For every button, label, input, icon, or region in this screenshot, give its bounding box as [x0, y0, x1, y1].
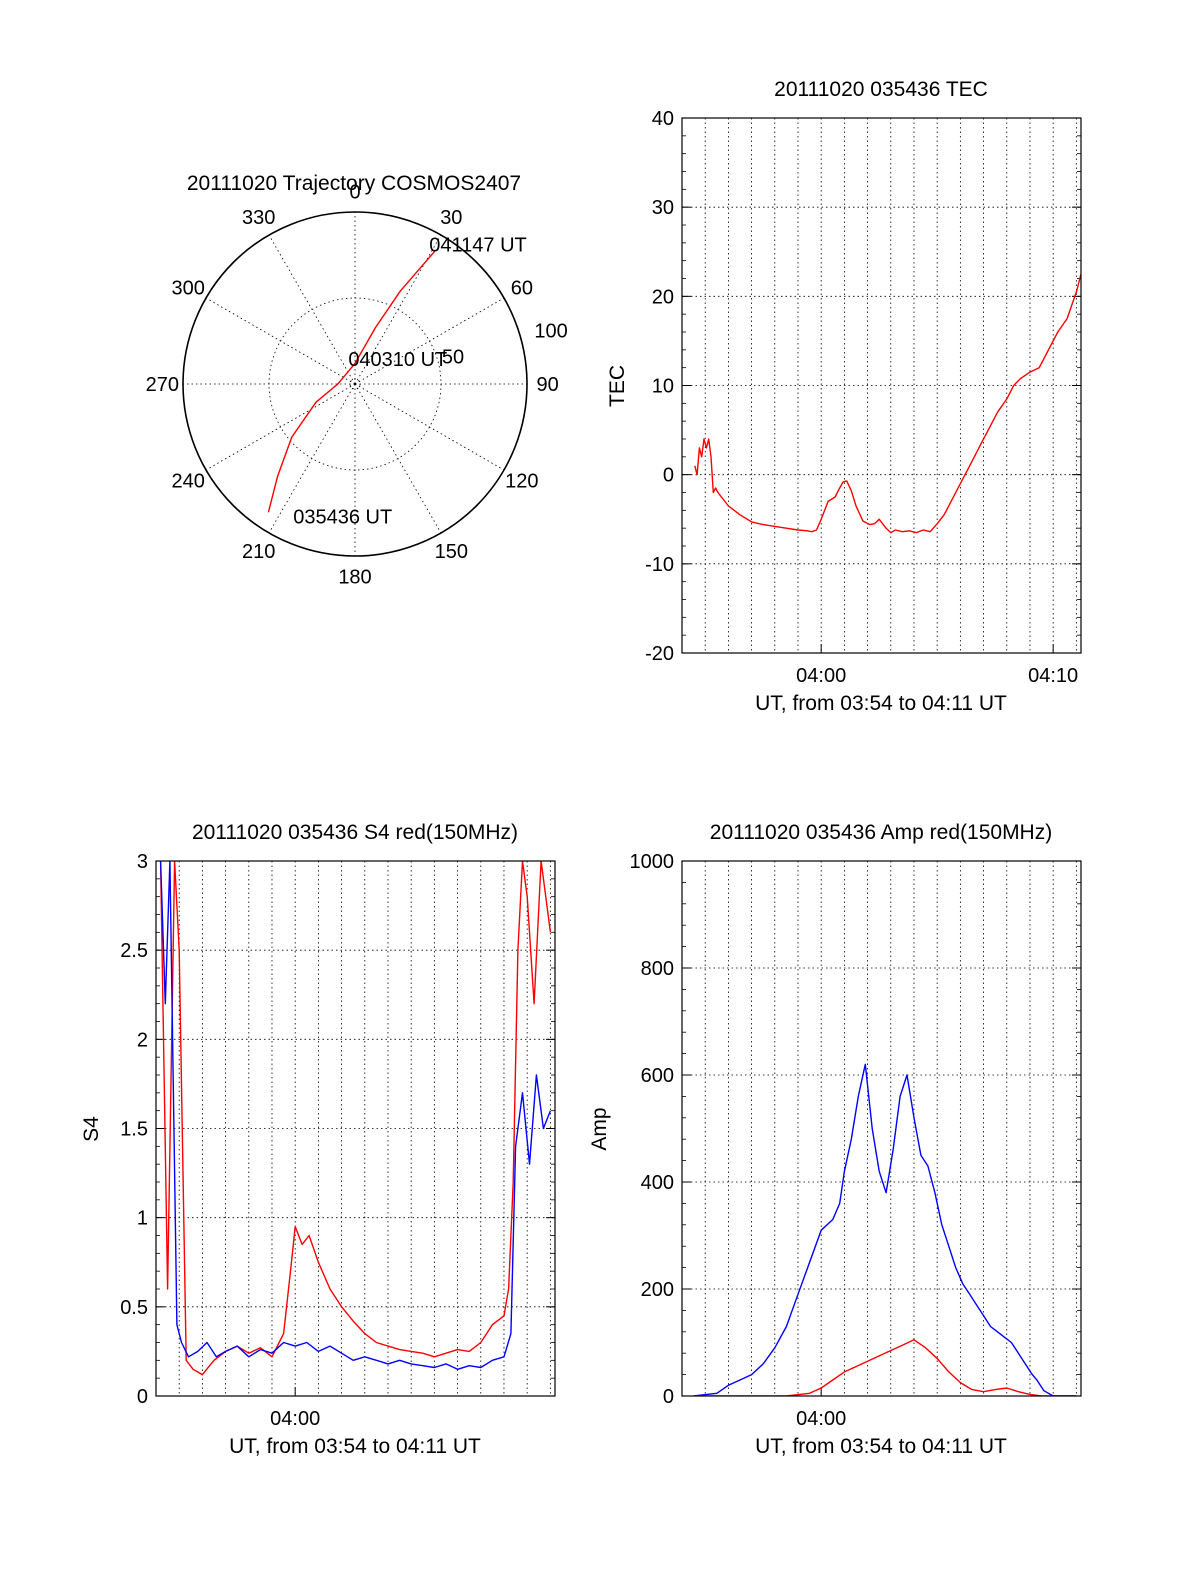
tec-xtick-label-1: 04:10 [1028, 665, 1078, 687]
s4-series-0-line [159, 861, 552, 1376]
amp-ytick-label-5: 1000 [630, 851, 675, 873]
polar-angle-label-4: 120 [505, 470, 538, 492]
amp-ytick-label-3: 600 [641, 1065, 674, 1087]
polar-annotation-2: 035436 UT [293, 507, 392, 529]
amp-panel: 20111020 035436 Amp red(150MHz) UT, from… [588, 821, 1082, 1458]
polar-spoke-11 [268, 234, 356, 385]
polar-spoke-8 [205, 383, 356, 471]
polar-angle-label-11: 330 [242, 207, 275, 229]
amp-plot-frame [681, 860, 1082, 1397]
polar-annotation-0: 041147 UT [429, 234, 526, 256]
tec-series-0-line [694, 273, 1081, 534]
trajectory-panel: 20111020 Trajectory COSMOS2407 0 30 60 90 12… [146, 172, 568, 589]
amp-ytick-label-0: 0 [663, 1386, 674, 1408]
amp-ytick-label-4: 800 [641, 958, 674, 980]
s4-ytick-label-1: 0.5 [120, 1297, 148, 1319]
s4-ylabel: S4 [80, 1116, 103, 1142]
s4-ytick-label-5: 2.5 [120, 940, 148, 962]
tec-ytick-label-0: -20 [645, 643, 674, 665]
polar-angle-label-2: 60 [511, 278, 533, 300]
trajectory-title: 20111020 Trajectory COSMOS2407 [187, 172, 521, 195]
amp-xlabel: UT, from 03:54 to 04:11 UT [755, 1435, 1007, 1458]
tec-ytick-label-2: 0 [663, 465, 674, 487]
tec-ytick-label-5: 30 [652, 197, 674, 219]
polar-radius-label-1: 100 [534, 320, 567, 342]
polar-angle-label-5: 150 [435, 541, 468, 563]
amp-xtick-label-0: 04:00 [796, 1408, 846, 1430]
s4-xtick-label-0: 04:00 [270, 1408, 320, 1430]
tec-ylabel: TEC [606, 365, 629, 407]
tec-plot-frame [681, 117, 1082, 654]
s4-ytick-label-2: 1 [137, 1208, 148, 1230]
amp-series-1-line [693, 1339, 1077, 1396]
polar-annotation-1: 040310 UT [348, 349, 447, 371]
s4-ytick-label-0: 0 [137, 1386, 148, 1408]
polar-spoke-5 [354, 383, 442, 534]
tec-ytick-label-4: 20 [652, 286, 674, 308]
tec-panel: 20111020 035436 TEC UT, from 03:54 to 04… [606, 78, 1082, 715]
polar-angle-label-3: 90 [537, 374, 559, 396]
polar-angle-label-6: 180 [338, 567, 371, 589]
amp-ytick-label-2: 400 [641, 1172, 674, 1194]
polar-track-line [267, 250, 436, 513]
polar-angle-label-8: 240 [171, 470, 204, 492]
polar-angle-label-0: 0 [349, 181, 360, 203]
s4-ytick-label-4: 2 [137, 1029, 148, 1051]
tec-xlabel: UT, from 03:54 to 04:11 UT [755, 692, 1007, 715]
amp-ytick-label-1: 200 [641, 1279, 674, 1301]
polar-angle-label-1: 30 [440, 207, 462, 229]
s4-plot-frame [155, 860, 556, 1397]
polar-spoke-7 [268, 383, 356, 534]
s4-series-1-line [159, 861, 552, 1371]
s4-xlabel: UT, from 03:54 to 04:11 UT [229, 1435, 481, 1458]
polar-angle-label-10: 300 [171, 278, 204, 300]
polar-center-ring [349, 378, 361, 390]
s4-ytick-label-3: 1.5 [120, 1119, 148, 1141]
tec-ytick-label-3: 10 [652, 376, 674, 398]
polar-radius-label-0: 50 [442, 347, 464, 369]
polar-spoke-2 [354, 297, 505, 385]
tec-ytick-label-1: -10 [645, 554, 674, 576]
polar-spoke-1 [354, 234, 442, 385]
tec-xtick-label-0: 04:00 [796, 665, 846, 687]
amp-title: 20111020 035436 Amp red(150MHz) [710, 821, 1052, 844]
polar-angle-label-7: 210 [242, 541, 275, 563]
amp-series-0-line [693, 1063, 1077, 1396]
tec-title: 20111020 035436 TEC [774, 78, 988, 101]
s4-title: 20111020 035436 S4 red(150MHz) [192, 821, 518, 844]
polar-spoke-10 [205, 297, 356, 385]
s4-panel: 20111020 035436 S4 red(150MHz) UT, from … [80, 821, 556, 1458]
polar-outer-ring [182, 211, 528, 557]
polar-angle-label-9: 270 [146, 374, 179, 396]
polar-ring-50 [268, 297, 442, 471]
tec-ytick-label-6: 40 [652, 108, 674, 130]
amp-ylabel: Amp [588, 1107, 611, 1150]
s4-ytick-label-6: 3 [137, 851, 148, 873]
